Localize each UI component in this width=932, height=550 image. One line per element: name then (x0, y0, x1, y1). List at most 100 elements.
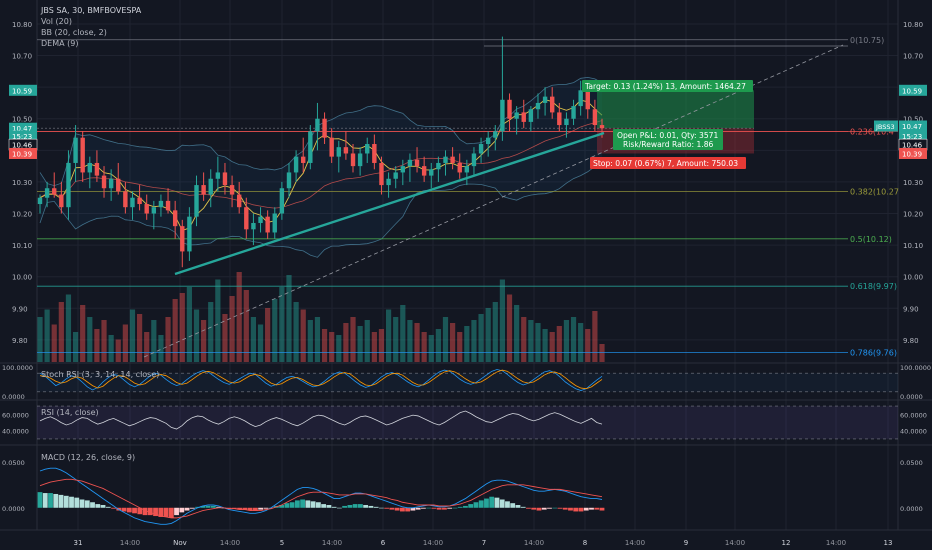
candle-body (343, 147, 349, 154)
macd-pane[interactable]: 0.0500 0.0000 0.0500 0.0000 (2, 459, 923, 525)
candle-body (80, 137, 85, 173)
candle-body (286, 172, 292, 189)
indicator-vol-label[interactable]: Vol (20) (41, 17, 72, 26)
volume-bar (144, 332, 150, 362)
volume-bar (329, 332, 335, 362)
candle-body (137, 197, 142, 205)
price-pane[interactable]: 0(10.75) 0.236(10.4 0.382(10.27 0.5(10.12) 0… (37, 36, 899, 362)
volume-bar (101, 320, 107, 362)
volume-bar (272, 299, 278, 362)
candle-body (144, 204, 149, 214)
volume-bar (371, 332, 377, 362)
macd-hist-bar (105, 506, 111, 508)
macd-tick-right: 0.0500 (900, 459, 923, 467)
right-price-tick: 10.00 (903, 274, 923, 282)
stoch-d-line (39, 369, 603, 390)
rsi-tick-left: 60.0000 (2, 411, 29, 419)
volume-bar (37, 317, 43, 362)
macd-hist-bar (573, 507, 579, 512)
macd-hist-bar (142, 507, 148, 516)
stoch-rsi-label[interactable]: Stoch RSI (3, 3, 14, 14, close) (41, 370, 159, 379)
macd-label[interactable]: MACD (12, 26, close, 9) (41, 453, 135, 462)
macd-hist-bar (394, 507, 400, 511)
macd-hist-bar (541, 507, 547, 510)
volume-bar (321, 329, 328, 362)
volume-bar (428, 335, 434, 362)
volume-bar (378, 329, 385, 362)
time-axis-label: 7 (482, 539, 486, 547)
candle-body (372, 144, 377, 163)
macd-hist-bar (410, 507, 416, 511)
candle-body (557, 112, 562, 126)
volume-bar (286, 275, 292, 362)
macd-hist-bar (505, 501, 510, 508)
indicator-dema-label[interactable]: DEMA (9) (41, 39, 78, 48)
candle-body (429, 169, 434, 176)
left-price-axis[interactable]: 10.8010.7010.6010.5010.4010.3010.2010.10… (8, 21, 38, 345)
volume-bar (122, 324, 128, 362)
volume-bar (336, 335, 342, 362)
macd-hist-bar (547, 507, 552, 509)
rsi-pane[interactable]: 60.0000 40.0000 60.0000 40.0000 (2, 405, 927, 440)
macd-hist-bar (415, 507, 421, 510)
candle-body (493, 131, 498, 138)
stoch-tick-left: 100.0000 (2, 364, 33, 372)
macd-hist-bar (284, 503, 290, 508)
macd-hist-bar (300, 499, 306, 508)
volume-bar (58, 302, 64, 362)
right-price-tick: 10.50 (903, 116, 923, 124)
macd-hist-bar (200, 505, 206, 508)
candle-body (485, 137, 491, 145)
macd-hist-bar (205, 505, 211, 508)
left-price-tick: 10.10 (12, 242, 32, 250)
macd-hist-bar (179, 507, 185, 513)
candle-body (414, 159, 420, 167)
candle-body (222, 172, 228, 186)
candle-body (514, 112, 519, 119)
volume-bar (563, 320, 570, 362)
bollinger-bands (39, 76, 603, 258)
candle-body (336, 147, 341, 157)
candle-body (478, 144, 484, 154)
right-price-axis[interactable]: 10.8010.7010.6010.5010.4010.3010.2010.10… (874, 21, 928, 345)
stoch-k-line (39, 369, 603, 391)
volume-bar (172, 299, 178, 362)
right-price-tick: 9.80 (903, 337, 919, 345)
candle-body (585, 90, 590, 110)
macd-hist-bar (557, 507, 563, 509)
macd-line (39, 467, 603, 525)
volume-bar (421, 332, 427, 362)
volume-bar (414, 323, 420, 362)
macd-hist-bar (342, 505, 348, 508)
stoch-rsi-pane[interactable]: 100.0000 0.0000 100.0000 0.0000 (2, 364, 931, 401)
candle-body (550, 96, 555, 113)
candle-body (73, 137, 78, 163)
time-axis[interactable]: 31 14:00 Nov 14:00 5 14:00 6 14:00 7 14:00 8 14:00 9… (74, 539, 893, 547)
volume-bar (94, 329, 100, 362)
rsi-line (39, 410, 603, 430)
volume-bar (556, 326, 562, 362)
macd-hist-bar (426, 507, 432, 509)
macd-hist-bar (326, 505, 332, 508)
right-price-badge-text: 15:23 (902, 133, 922, 141)
indicator-bb-label[interactable]: BB (20, close, 2) (41, 28, 107, 37)
time-axis-label: 6 (381, 539, 386, 547)
volume-bar (393, 317, 399, 362)
fib-level-label: 0.236(10.4 (850, 127, 894, 136)
time-axis-label: 14:00 (120, 539, 140, 547)
support-trendline (174, 131, 605, 276)
rsi-label[interactable]: RSI (14, close) (41, 408, 99, 417)
candle-body (521, 112, 526, 122)
macd-hist-bar (174, 507, 179, 516)
candle-body (329, 137, 334, 157)
candle-body (535, 102, 541, 110)
trendlines[interactable] (143, 44, 848, 358)
volume-bar (115, 339, 121, 362)
time-axis-label: 14:00 (826, 539, 846, 547)
volume-bar (585, 329, 591, 362)
fibonacci-retracement[interactable]: 0(10.75) 0.236(10.4 0.382(10.27 0.5(10.12) 0… (37, 36, 899, 358)
macd-hist-bar (84, 500, 90, 508)
right-price-badge-text: 10.39 (902, 150, 922, 158)
macd-hist-bar (405, 507, 411, 512)
